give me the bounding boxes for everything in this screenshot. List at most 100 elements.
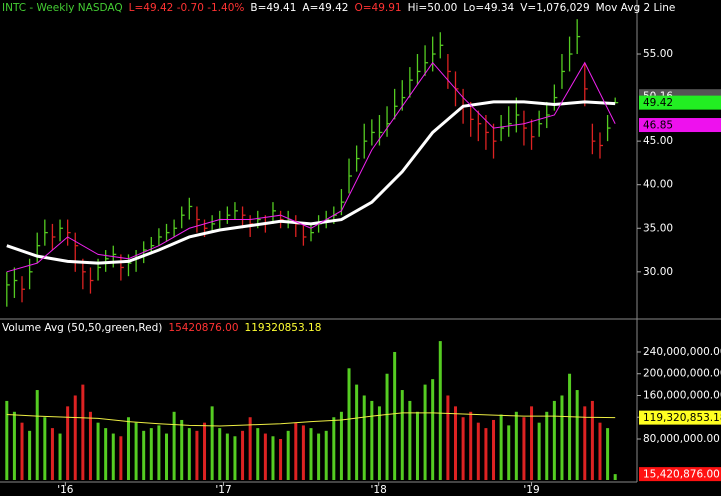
- volume-bar: [81, 384, 85, 480]
- value-box: [639, 118, 721, 133]
- value-box-label: 49.42: [643, 97, 673, 109]
- volume-bar: [119, 436, 123, 480]
- volume-bar: [233, 436, 237, 480]
- volume-bar: [415, 411, 419, 480]
- volume-bar: [58, 433, 62, 480]
- y-tick-label: 30.00: [643, 266, 673, 278]
- value-box: [639, 410, 721, 425]
- volume-legend: Volume Avg (50,50,green,Red) 15420876.00 1…: [2, 322, 321, 334]
- volume-bar: [50, 428, 54, 480]
- volume-bar: [210, 406, 214, 480]
- legend-item: 119320853.18: [244, 322, 322, 334]
- volume-bar: [575, 390, 579, 480]
- value-box-label: 46.85: [643, 120, 673, 132]
- volume-bar: [35, 390, 39, 480]
- volume-bar: [355, 384, 359, 480]
- legend-item: Lo=49.34: [463, 2, 515, 14]
- volume-bar: [104, 428, 108, 480]
- legend-item: A=49.42: [302, 2, 349, 14]
- volume-bar: [347, 368, 351, 480]
- x-tick-label: '17: [215, 484, 231, 496]
- volume-bar: [12, 411, 16, 480]
- legend-item: B=49.41: [250, 2, 297, 14]
- volume-bar: [438, 341, 442, 480]
- price-legend: INTC - Weekly NASDAQ L=49.42 -0.70 -1.40%…: [2, 2, 675, 14]
- volume-average: [6, 412, 616, 427]
- volume-bar: [537, 422, 541, 480]
- volume-bar: [187, 428, 191, 480]
- volume-bar: [583, 406, 587, 480]
- value-box-label: 15,420,876.00: [643, 469, 720, 481]
- volume-bar: [5, 400, 9, 480]
- legend-item: O=49.91: [354, 2, 402, 14]
- volume-bar: [385, 373, 389, 480]
- volume-bar: [263, 433, 267, 480]
- legend-item: L=49.42 -0.70 -1.40%: [128, 2, 245, 14]
- volume-bar: [522, 417, 526, 480]
- volume-bar: [66, 406, 70, 480]
- volume-bar: [256, 428, 260, 480]
- volume-bar: [195, 430, 199, 480]
- y-tick-label: 55.00: [643, 48, 673, 60]
- volume-bar: [598, 422, 602, 480]
- volume-bar: [271, 436, 275, 480]
- volume-bar: [43, 417, 47, 480]
- volume-bar: [309, 428, 313, 480]
- moving-average: [6, 61, 616, 273]
- volume-bar: [157, 425, 161, 480]
- volume-bar: [499, 414, 503, 480]
- volume-bar: [552, 400, 556, 480]
- volume-bar: [218, 428, 222, 480]
- volume-bar: [88, 411, 92, 480]
- volume-bar: [301, 425, 305, 480]
- volume-bar: [241, 430, 245, 480]
- x-tick-label: '18: [371, 484, 387, 496]
- volume-bar: [225, 433, 229, 480]
- volume-bar: [294, 422, 298, 480]
- volume-bar: [324, 430, 328, 480]
- volume-bar: [461, 417, 465, 480]
- legend-item: Hi=50.00: [407, 2, 458, 14]
- volume-bar: [377, 406, 381, 480]
- volume-bar: [408, 400, 412, 480]
- volume-bar: [530, 406, 534, 480]
- volume-bar: [613, 474, 617, 480]
- volume-bar: [332, 417, 336, 480]
- volume-bar: [172, 411, 176, 480]
- volume-bar: [545, 411, 549, 480]
- volume-bar: [370, 400, 374, 480]
- legend-item: Mov Avg 2 Line: [595, 2, 676, 14]
- volume-bar: [339, 411, 343, 480]
- volume-bar: [453, 406, 457, 480]
- volume-bar: [20, 422, 24, 480]
- volume-bar: [180, 419, 184, 480]
- y-tick-label: 200,000,000.00: [643, 368, 721, 380]
- volume-bar: [286, 430, 290, 480]
- volume-bar: [393, 351, 397, 480]
- x-tick-label: '16: [57, 484, 74, 496]
- volume-bar: [142, 430, 146, 480]
- y-tick-label: 240,000,000.00: [643, 346, 721, 358]
- y-tick-label: 45.00: [643, 135, 673, 147]
- volume-bar: [423, 384, 427, 480]
- volume-bar: [492, 419, 496, 480]
- volume-bar: [73, 395, 77, 480]
- volume-bar: [507, 425, 511, 480]
- volume-bar: [590, 400, 594, 480]
- x-tick-label: '19: [523, 484, 539, 496]
- volume-bar: [514, 411, 518, 480]
- volume-bar: [248, 417, 252, 480]
- volume-bar: [165, 433, 169, 480]
- y-tick-label: 40.00: [643, 179, 673, 191]
- volume-bar: [431, 379, 435, 480]
- volume-bar: [484, 428, 488, 480]
- volume-bar: [134, 422, 138, 480]
- volume-bar: [476, 422, 480, 480]
- legend-item: Volume Avg (50,50,green,Red): [2, 322, 163, 334]
- moving-average: [6, 100, 616, 265]
- y-tick-label: 160,000,000.00: [643, 389, 721, 401]
- volume-bar: [28, 430, 32, 480]
- volume-bar: [111, 433, 115, 480]
- value-box: [639, 467, 721, 482]
- volume-bar: [203, 422, 207, 480]
